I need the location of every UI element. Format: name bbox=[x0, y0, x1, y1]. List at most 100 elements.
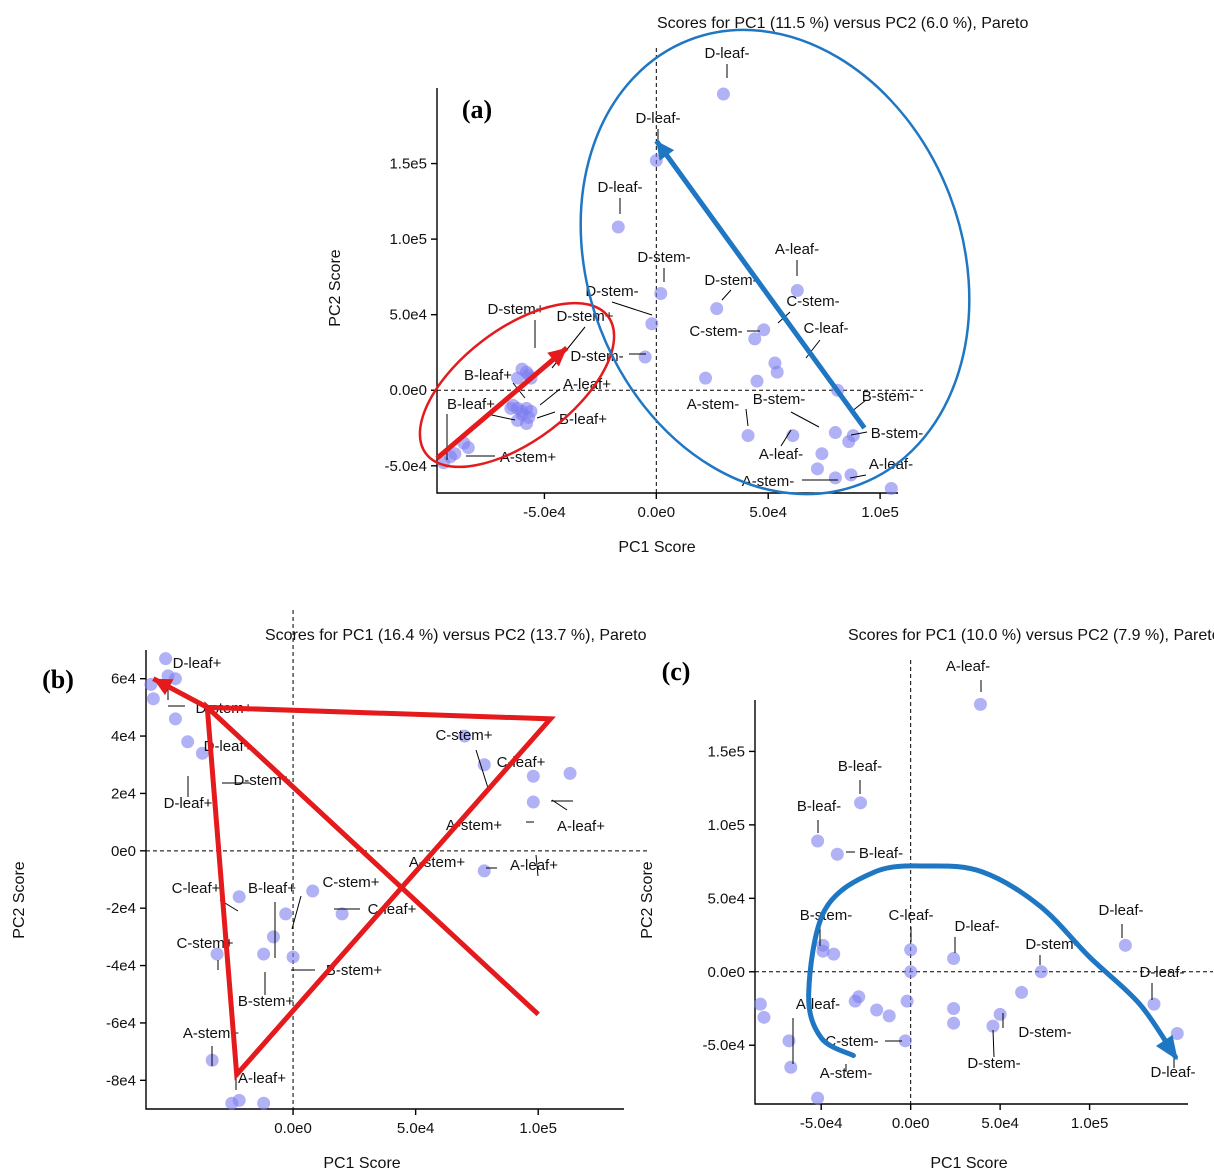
x-tick-label: 5.0e4 bbox=[397, 1120, 435, 1137]
trend-arrow-line bbox=[435, 346, 569, 461]
data-point bbox=[1118, 938, 1132, 952]
trend-arrow-head bbox=[547, 347, 567, 367]
data-point bbox=[654, 287, 668, 301]
label-leader-line bbox=[611, 301, 653, 316]
panel-label: (b) bbox=[42, 665, 74, 694]
y-tick-label: -4e4 bbox=[106, 958, 136, 975]
axis-frame bbox=[436, 88, 898, 494]
data-point bbox=[882, 1009, 896, 1023]
y-tick-label: 4e4 bbox=[111, 728, 136, 745]
y-axis-label: PC2 Score bbox=[639, 861, 656, 938]
data-point bbox=[753, 997, 767, 1011]
trend-arrow-head bbox=[656, 140, 675, 161]
axis-frame bbox=[145, 650, 624, 1110]
y-tick-label: 2e4 bbox=[111, 785, 136, 802]
data-point bbox=[611, 220, 625, 234]
group-ellipse bbox=[579, 28, 971, 496]
data-point bbox=[947, 1002, 961, 1016]
panel-b-chart: Scores for PC1 (16.4 %) versus PC2 (13.7… bbox=[11, 610, 649, 1172]
y-tick-label: 5.0e4 bbox=[389, 307, 427, 324]
data-point bbox=[828, 426, 842, 440]
x-tick-label: 0.0e0 bbox=[274, 1120, 312, 1137]
data-point bbox=[699, 371, 713, 385]
data-point bbox=[790, 284, 804, 297]
point-label: B-stem- bbox=[800, 907, 853, 924]
point-label: D-leaf- bbox=[1150, 1064, 1195, 1081]
data-point bbox=[757, 323, 771, 337]
chart-title: Scores for PC1 (11.5 %) versus PC2 (6.0 … bbox=[657, 15, 1029, 32]
point-label: B-stem- bbox=[862, 388, 915, 405]
data-point bbox=[526, 795, 540, 809]
y-tick-label: -6e4 bbox=[106, 1015, 136, 1032]
data-point bbox=[741, 429, 755, 443]
point-label: A-stem+ bbox=[183, 1025, 240, 1042]
data-point bbox=[947, 1016, 961, 1030]
data-point bbox=[986, 1019, 1000, 1033]
label-leader-line bbox=[721, 289, 732, 301]
point-label: B-stem- bbox=[753, 391, 806, 408]
data-point bbox=[973, 697, 987, 711]
data-point bbox=[904, 943, 918, 957]
label-leader-line bbox=[992, 1029, 995, 1058]
data-point bbox=[870, 1003, 884, 1017]
data-point bbox=[520, 416, 534, 430]
point-label: D-stem+ bbox=[556, 308, 613, 325]
x-tick-label: 5.0e4 bbox=[981, 1115, 1019, 1132]
point-label: A-leaf+ bbox=[510, 857, 558, 874]
data-point bbox=[1147, 997, 1161, 1011]
data-point bbox=[335, 907, 349, 921]
y-tick-label: -2e4 bbox=[106, 900, 136, 917]
trajectory-curve bbox=[806, 863, 1178, 1060]
data-point bbox=[504, 401, 518, 415]
y-tick-label: 0e0 bbox=[111, 843, 136, 860]
data-point bbox=[286, 950, 300, 964]
point-label: A-leaf+ bbox=[238, 1070, 286, 1087]
data-point bbox=[830, 847, 844, 861]
x-axis-label: PC1 Score bbox=[323, 1155, 400, 1172]
data-point bbox=[900, 994, 914, 1008]
data-point bbox=[993, 1007, 1007, 1021]
point-label: A-stem- bbox=[687, 396, 740, 413]
data-point bbox=[815, 447, 829, 461]
point-label: B-leaf+ bbox=[447, 396, 495, 413]
label-leader-line bbox=[539, 388, 561, 406]
data-point bbox=[181, 735, 195, 749]
x-tick-label: 1.0e5 bbox=[519, 1120, 557, 1137]
data-point bbox=[947, 952, 961, 966]
point-label: D-stem- bbox=[1025, 936, 1078, 953]
data-point bbox=[1015, 985, 1029, 999]
trajectory-curve-arrow-head bbox=[1155, 1034, 1178, 1061]
data-point bbox=[748, 332, 762, 346]
data-point bbox=[848, 994, 862, 1008]
y-tick-label: -8e4 bbox=[106, 1072, 136, 1089]
data-point bbox=[168, 712, 182, 726]
point-label: C-leaf+ bbox=[172, 880, 221, 897]
point-label: A-leaf- bbox=[796, 996, 840, 1013]
point-label: D-leaf+ bbox=[204, 738, 253, 755]
point-label: D-leaf- bbox=[1098, 902, 1143, 919]
label-leader-line bbox=[850, 431, 868, 436]
data-point bbox=[782, 1034, 796, 1048]
data-point bbox=[844, 468, 858, 482]
panel-c-chart: Scores for PC1 (10.0 %) versus PC2 (7.9 … bbox=[639, 627, 1214, 1172]
point-label: D-leaf+ bbox=[164, 795, 213, 812]
label-leader-line bbox=[805, 339, 821, 359]
trajectory-arrow-head bbox=[153, 678, 174, 696]
data-point bbox=[716, 87, 730, 101]
point-label: B-leaf+ bbox=[559, 411, 607, 428]
point-label: C-leaf- bbox=[803, 320, 848, 337]
point-label: A-leaf- bbox=[775, 241, 819, 258]
y-axis-label: PC2 Score bbox=[327, 249, 344, 326]
label-leader-line bbox=[535, 854, 539, 877]
y-tick-label: 1.5e5 bbox=[389, 156, 427, 173]
trend-arrow-line bbox=[654, 139, 867, 430]
point-label: C-stem- bbox=[786, 293, 839, 310]
data-point bbox=[461, 441, 475, 455]
point-label: B-leaf- bbox=[838, 758, 882, 775]
panel-a-chart: Scores for PC1 (11.5 %) versus PC2 (6.0 … bbox=[327, 15, 1029, 556]
point-label: B-leaf+ bbox=[464, 367, 512, 384]
data-point bbox=[563, 766, 577, 780]
data-point bbox=[257, 1096, 271, 1110]
label-leader-line bbox=[536, 411, 556, 419]
